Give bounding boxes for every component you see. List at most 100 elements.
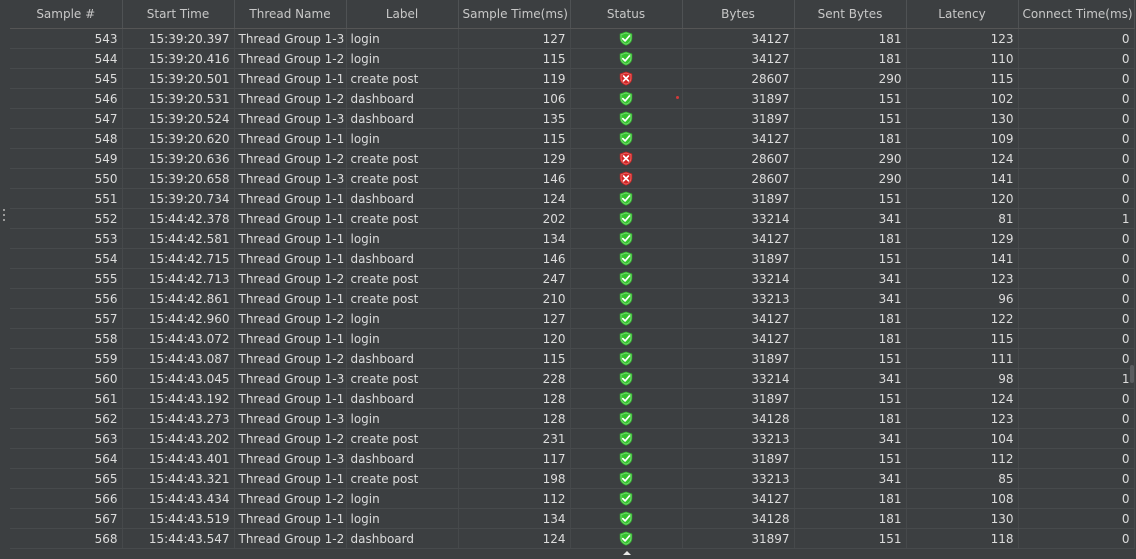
cell-start-time: 15:44:43.192 (122, 388, 235, 409)
column-header-sample-time[interactable]: Sample Time(ms) (458, 0, 571, 29)
cell-label: dashboard (346, 88, 459, 109)
splitter-handle[interactable] (2, 209, 6, 221)
column-header-sent-bytes[interactable]: Sent Bytes (794, 0, 907, 29)
table-row[interactable]: 568 15:44:43.547 Thread Group 1-2 dashboard… (10, 528, 1135, 549)
cell-sample-number: 560 (10, 368, 123, 389)
table-row[interactable]: 548 15:39:20.620 Thread Group 1-1 login 115 3… (10, 128, 1135, 149)
table-row[interactable]: 554 15:44:42.715 Thread Group 1-1 dashboard… (10, 248, 1135, 269)
cell-sample-time: 115 (458, 128, 571, 149)
column-header-latency[interactable]: Latency (906, 0, 1019, 29)
cell-thread-name: Thread Group 1-3 (234, 408, 347, 429)
table-row[interactable]: 543 15:39:20.397 Thread Group 1-3 login 127 3… (10, 28, 1135, 49)
column-header-bytes[interactable]: Bytes (682, 0, 795, 29)
cell-start-time: 15:44:42.378 (122, 208, 235, 229)
cell-label: create post (346, 208, 459, 229)
cell-bytes: 34127 (682, 28, 795, 49)
table-row[interactable]: 563 15:44:43.202 Thread Group 1-2 create po… (10, 428, 1135, 449)
cell-sample-number: 557 (10, 308, 123, 329)
cell-bytes: 31897 (682, 88, 795, 109)
column-header-label[interactable]: Label (346, 0, 459, 29)
cell-sent-bytes: 181 (794, 488, 907, 509)
cell-start-time: 15:39:20.397 (122, 28, 235, 49)
cell-thread-name: Thread Group 1-3 (234, 28, 347, 49)
table-row[interactable]: 562 15:44:43.273 Thread Group 1-3 login 128 3… (10, 408, 1135, 429)
table-row[interactable]: 558 15:44:43.072 Thread Group 1-1 login 120 3… (10, 328, 1135, 349)
cell-sample-time: 247 (458, 268, 571, 289)
cell-thread-name: Thread Group 1-2 (234, 268, 347, 289)
table-row[interactable]: 564 15:44:43.401 Thread Group 1-3 dashboard… (10, 448, 1135, 469)
cell-bytes: 34127 (682, 308, 795, 329)
cell-thread-name: Thread Group 1-2 (234, 348, 347, 369)
column-header-start-time[interactable]: Start Time (122, 0, 235, 29)
cell-start-time: 15:44:43.273 (122, 408, 235, 429)
cell-connect-time: 0 (1018, 328, 1135, 349)
cell-status (570, 88, 683, 109)
cell-sample-time: 134 (458, 228, 571, 249)
cell-sent-bytes: 151 (794, 448, 907, 469)
cell-label: create post (346, 468, 459, 489)
table-row[interactable]: 557 15:44:42.960 Thread Group 1-2 login 127 3… (10, 308, 1135, 329)
table-row[interactable]: 552 15:44:42.378 Thread Group 1-1 create po… (10, 208, 1135, 229)
cell-label: dashboard (346, 528, 459, 549)
cell-label: login (346, 508, 459, 529)
table-row[interactable]: 547 15:39:20.524 Thread Group 1-3 dashboard… (10, 108, 1135, 129)
cell-sent-bytes: 181 (794, 48, 907, 69)
cell-connect-time: 0 (1018, 468, 1135, 489)
cell-thread-name: Thread Group 1-1 (234, 328, 347, 349)
cell-thread-name: Thread Group 1-1 (234, 248, 347, 269)
cell-connect-time: 0 (1018, 188, 1135, 209)
cell-status (570, 208, 683, 229)
cell-thread-name: Thread Group 1-1 (234, 508, 347, 529)
table-row[interactable]: 559 15:44:43.087 Thread Group 1-2 dashboard… (10, 348, 1135, 369)
table-row[interactable]: 560 15:44:43.045 Thread Group 1-3 create po… (10, 368, 1135, 389)
table-row[interactable]: 556 15:44:42.861 Thread Group 1-1 create po… (10, 288, 1135, 309)
table-row[interactable]: 561 15:44:43.192 Thread Group 1-1 dashboard… (10, 388, 1135, 409)
cell-connect-time: 0 (1018, 148, 1135, 169)
error-marker-dot (676, 96, 679, 99)
cell-sample-time: 106 (458, 88, 571, 109)
table-row[interactable]: 551 15:39:20.734 Thread Group 1-1 dashboard… (10, 188, 1135, 209)
cell-thread-name: Thread Group 1-2 (234, 148, 347, 169)
table-row[interactable]: 555 15:44:42.713 Thread Group 1-2 create po… (10, 268, 1135, 289)
table-row[interactable]: 567 15:44:43.519 Thread Group 1-1 login 134 3… (10, 508, 1135, 529)
cell-bytes: 28607 (682, 148, 795, 169)
cell-thread-name: Thread Group 1-2 (234, 428, 347, 449)
cell-thread-name: Thread Group 1-3 (234, 108, 347, 129)
table-row[interactable]: 553 15:44:42.581 Thread Group 1-1 login 134 3… (10, 228, 1135, 249)
column-header-connect-time[interactable]: Connect Time(ms) (1018, 0, 1135, 29)
column-header-sample-number[interactable]: Sample # (10, 0, 123, 29)
cell-label: create post (346, 288, 459, 309)
table-row[interactable]: 549 15:39:20.636 Thread Group 1-2 create po… (10, 148, 1135, 169)
cell-sample-time: 210 (458, 288, 571, 309)
cell-latency: 98 (906, 368, 1019, 389)
table-row[interactable]: 545 15:39:20.501 Thread Group 1-1 create po… (10, 68, 1135, 89)
table-row[interactable]: 565 15:44:43.321 Thread Group 1-1 create po… (10, 468, 1135, 489)
cell-start-time: 15:39:20.524 (122, 108, 235, 129)
cell-bytes: 31897 (682, 348, 795, 369)
cell-sample-time: 231 (458, 428, 571, 449)
cell-status (570, 328, 683, 349)
cell-start-time: 15:44:42.581 (122, 228, 235, 249)
shield-check-icon (619, 51, 633, 66)
cell-thread-name: Thread Group 1-1 (234, 388, 347, 409)
cell-start-time: 15:39:20.620 (122, 128, 235, 149)
table-row[interactable]: 544 15:39:20.416 Thread Group 1-2 login 115 3… (10, 48, 1135, 69)
cell-thread-name: Thread Group 1-1 (234, 228, 347, 249)
cell-label: login (346, 488, 459, 509)
cell-thread-name: Thread Group 1-2 (234, 308, 347, 329)
cell-sample-time: 202 (458, 208, 571, 229)
cell-bytes: 31897 (682, 108, 795, 129)
column-header-thread-name[interactable]: Thread Name (234, 0, 347, 29)
cell-connect-time: 0 (1018, 88, 1135, 109)
table-row[interactable]: 566 15:44:43.434 Thread Group 1-2 login 112 3… (10, 488, 1135, 509)
cell-connect-time: 0 (1018, 408, 1135, 429)
shield-check-icon (619, 471, 633, 486)
table-row[interactable]: 546 15:39:20.531 Thread Group 1-2 dashboard… (10, 88, 1135, 109)
cell-connect-time: 0 (1018, 48, 1135, 69)
cell-start-time: 15:39:20.734 (122, 188, 235, 209)
column-header-status[interactable]: Status (570, 0, 683, 29)
results-table-container[interactable]: Sample # Start Time Thread Name Label Sa… (10, 0, 1136, 559)
table-row[interactable]: 550 15:39:20.658 Thread Group 1-3 create po… (10, 168, 1135, 189)
scrollbar-thumb[interactable] (1130, 365, 1134, 383)
